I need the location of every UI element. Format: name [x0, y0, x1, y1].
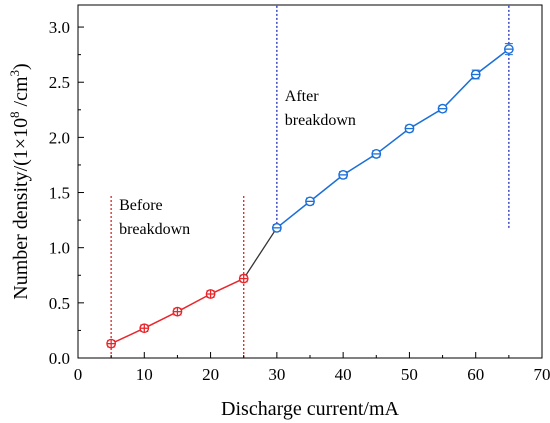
y-tick-label: 2.5	[49, 73, 70, 92]
plot-area-border	[77, 4, 543, 359]
data-series	[106, 43, 514, 349]
annotation-line: Before	[119, 197, 163, 214]
x-axis-title: Discharge current/mA	[221, 398, 399, 420]
y-tick-label: 0.5	[49, 294, 70, 313]
axis-ticks: 0 10 20 30 40 50 60 70 0.0 0.5 1.0 1.5 2.0 2.5 3.0	[49, 18, 550, 384]
y-tick-label: 2.0	[49, 128, 70, 147]
y-axis-title-suffix: )	[10, 63, 32, 70]
y-axis-title-exp1: 8	[7, 111, 22, 118]
y-tick-label: 1.0	[49, 239, 70, 258]
x-tick-label: 20	[202, 365, 219, 384]
x-tick-label: 50	[401, 365, 418, 384]
x-tick-label: 70	[534, 365, 550, 384]
annotation-line: After	[285, 88, 319, 105]
annotation-1: After breakdown	[285, 88, 356, 129]
y-axis-title: Number density/(1×108 /cm3)	[7, 63, 32, 299]
y-axis-title-exp2: 3	[7, 70, 22, 77]
y-axis-title-mid: /cm	[10, 76, 32, 111]
y-tick-label: 0.0	[49, 349, 70, 368]
y-tick-label: 3.0	[49, 18, 70, 37]
x-tick-label: 60	[467, 365, 484, 384]
y-axis-title-prefix: Number density/(1×10	[10, 118, 32, 300]
y-tick-label: 1.5	[49, 184, 70, 203]
x-tick-label: 10	[136, 365, 153, 384]
x-tick-label: 0	[74, 365, 83, 384]
annotation-line: breakdown	[285, 112, 356, 129]
connector-segment	[243, 227, 278, 279]
annotations: Before breakdown After breakdown	[119, 88, 356, 238]
connector-line	[243, 227, 278, 279]
annotation-0: Before breakdown	[119, 197, 190, 238]
guide-lines	[110, 5, 510, 358]
series-0	[106, 273, 249, 349]
plot-frame	[77, 4, 543, 359]
series-1	[271, 43, 514, 233]
x-tick-label: 40	[335, 365, 352, 384]
x-tick-label: 30	[268, 365, 285, 384]
series-line	[276, 48, 510, 229]
annotation-line: breakdown	[119, 221, 190, 238]
